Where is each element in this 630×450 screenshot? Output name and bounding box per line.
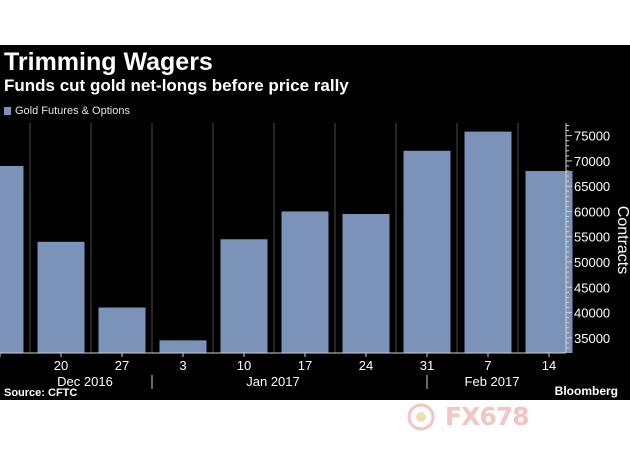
- bar: [525, 171, 573, 353]
- bar-chart: 20 27 3 10 17 24 31 7 14 Dec 2016 Jan 2017 Feb 2017…: [0, 123, 630, 389]
- x-tick-label: 3: [179, 358, 186, 373]
- chart-subtitle: Funds cut gold net-longs before price ra…: [4, 76, 349, 95]
- x-tick-label: 27: [115, 358, 129, 373]
- bar: [281, 211, 329, 353]
- y-tick-label: 55000: [574, 230, 610, 245]
- x-tick-label: 17: [298, 358, 312, 373]
- bloomberg-logo: Bloomberg: [554, 384, 618, 398]
- source-note: Source: CFTC: [4, 387, 78, 399]
- y-tick-label: 45000: [574, 280, 610, 295]
- y-axis-title: Contracts: [614, 206, 630, 274]
- bar: [159, 340, 207, 353]
- x-period-label: Dec 2016: [57, 374, 113, 389]
- bar: [403, 150, 451, 353]
- chart-card: 20 27 3 10 17 24 31 7 14 Dec 2016 Jan 2017 Feb 2017…: [0, 45, 630, 400]
- y-tick-label: 50000: [574, 255, 610, 270]
- bar: [220, 239, 268, 353]
- watermark-text: FX678: [445, 402, 530, 431]
- fx678-logo-icon: [407, 403, 435, 431]
- legend-label: Gold Futures & Options: [15, 105, 130, 117]
- x-tick-label: 20: [54, 358, 68, 373]
- chart-title: Trimming Wagers: [4, 48, 213, 76]
- x-tick-label: 24: [359, 358, 373, 373]
- bar: [37, 241, 85, 353]
- bar: [464, 131, 512, 353]
- bar: [98, 307, 146, 353]
- x-tick-label: 31: [420, 358, 434, 373]
- x-tick-label: 7: [484, 358, 491, 373]
- legend-swatch: [4, 107, 11, 115]
- legend: Gold Futures & Options: [4, 105, 130, 117]
- y-tick-label: 60000: [574, 204, 610, 219]
- x-period-label: Feb 2017: [465, 374, 520, 389]
- y-tick-label: 35000: [574, 331, 610, 346]
- y-tick-label: 70000: [574, 154, 610, 169]
- x-tick-label: 10: [237, 358, 251, 373]
- x-period-label: Jan 2017: [246, 374, 300, 389]
- watermark: FX678: [405, 402, 620, 432]
- x-tick-label: 14: [542, 358, 556, 373]
- y-tick-label: 65000: [574, 179, 610, 194]
- y-tick-label: 40000: [574, 306, 610, 321]
- bar: [0, 165, 24, 353]
- y-tick-label: 75000: [574, 129, 610, 144]
- bar: [342, 213, 390, 353]
